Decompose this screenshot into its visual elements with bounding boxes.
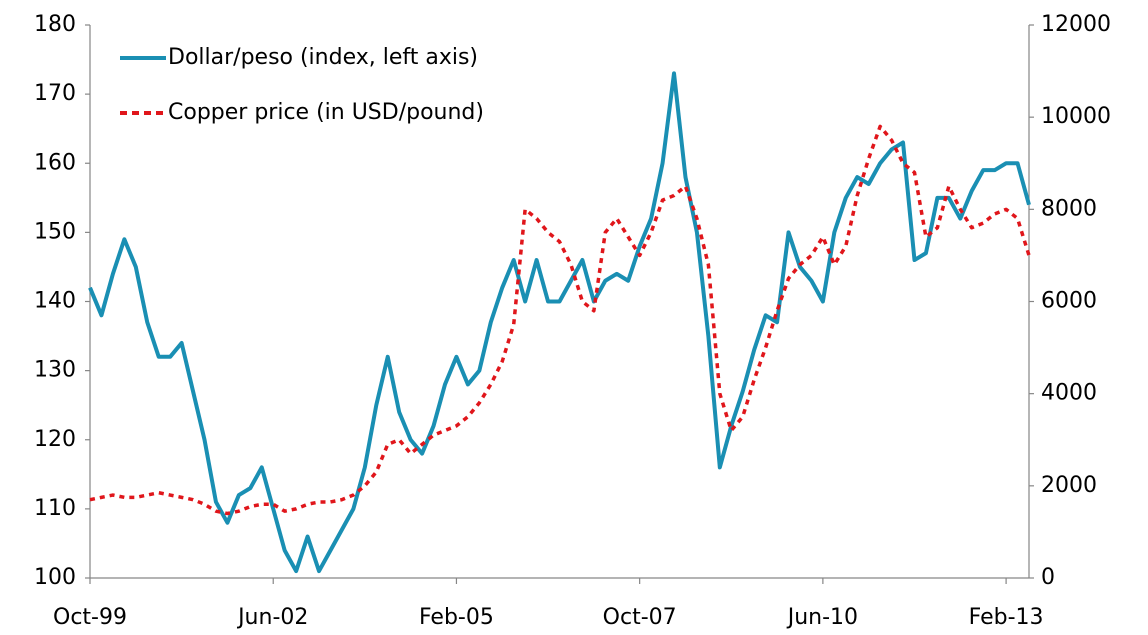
x-tick-label: Oct-99 [53, 605, 127, 630]
y2-tick-label: 12000 [1041, 12, 1111, 37]
series-line [88, 71, 1031, 574]
x-tick-label: Jun-02 [236, 605, 308, 630]
y2-tick-label: 0 [1041, 565, 1055, 590]
y-tick-label: 120 [34, 427, 76, 452]
y-tick-label: 130 [34, 358, 76, 383]
y2-tick-label: 4000 [1041, 381, 1097, 406]
y-tick-label: 170 [34, 81, 76, 106]
y-tick-label: 180 [34, 12, 76, 37]
x-tick-label: Feb-13 [969, 605, 1044, 630]
y-tick-label: 160 [34, 150, 76, 175]
y-tick-label: 140 [34, 289, 76, 314]
y-tick-label: 150 [34, 219, 76, 244]
y-tick-label: 100 [34, 565, 76, 590]
series-line [89, 124, 1031, 516]
x-tick-label: Jun-10 [786, 605, 858, 630]
legend-label: Dollar/peso (index, left axis) [168, 45, 478, 70]
y2-tick-label: 8000 [1041, 196, 1097, 221]
y2-tick-label: 6000 [1041, 289, 1097, 314]
legend-label: Copper price (in USD/pound) [168, 100, 484, 125]
y-tick-label: 110 [34, 496, 76, 521]
x-tick-label: Feb-05 [419, 605, 494, 630]
y2-tick-label: 2000 [1041, 473, 1097, 498]
x-tick-label: Oct-07 [603, 605, 677, 630]
y2-tick-label: 10000 [1041, 104, 1111, 129]
